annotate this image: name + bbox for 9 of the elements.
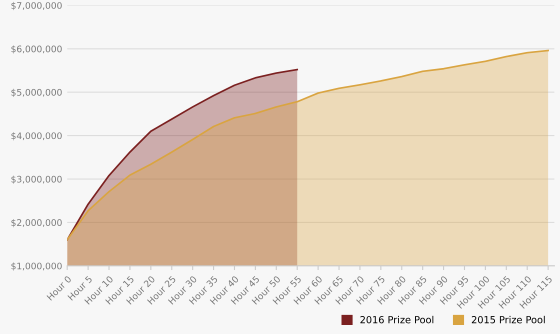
y-tick-label: $3,000,000 bbox=[11, 176, 62, 184]
y-tick-label: $7,000,000 bbox=[11, 2, 62, 10]
y-tick-label: $1,000,000 bbox=[11, 262, 62, 271]
y-tick-label: $2,000,000 bbox=[11, 219, 62, 228]
y-tick-label: $4,000,000 bbox=[11, 132, 62, 140]
y-tick-label: $5,000,000 bbox=[11, 88, 62, 97]
legend-label: 2016 Prize Pool bbox=[360, 316, 434, 324]
y-tick-label: $6,000,000 bbox=[11, 45, 62, 54]
legend-label: 2015 Prize Pool bbox=[472, 316, 545, 324]
